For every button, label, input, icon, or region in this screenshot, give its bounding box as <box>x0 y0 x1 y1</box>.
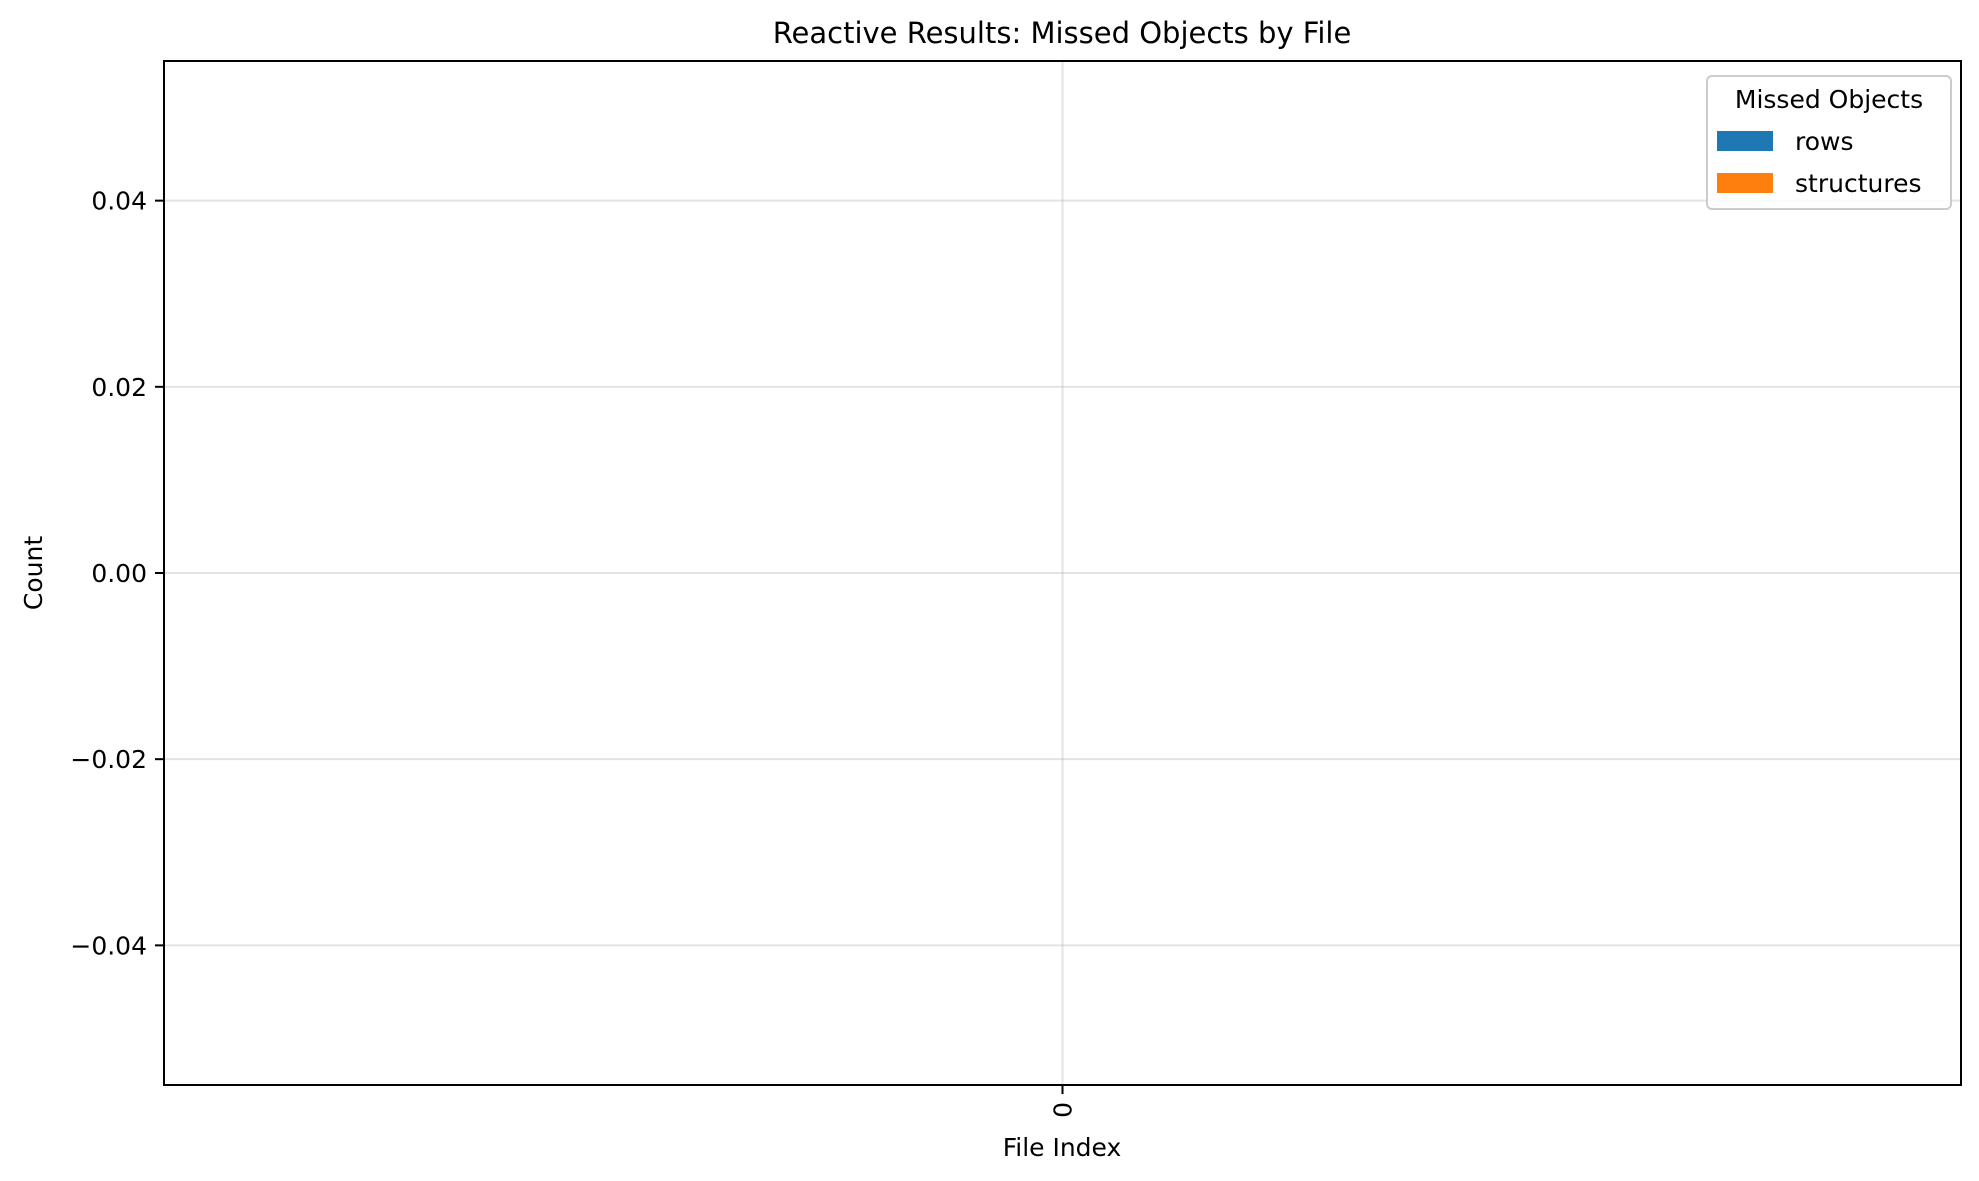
y-axis-label: Count <box>19 536 48 610</box>
legend-label-structures: structures <box>1795 169 1921 198</box>
x-axis: 0 <box>1048 1085 1077 1118</box>
legend-title: Missed Objects <box>1735 85 1923 114</box>
legend-swatch-structures <box>1717 173 1773 193</box>
grid-lines <box>164 61 1961 1085</box>
legend-swatch-rows <box>1717 131 1773 151</box>
legend-label-rows: rows <box>1795 127 1854 156</box>
chart-title: Reactive Results: Missed Objects by File <box>773 16 1352 50</box>
y-tick-label: −0.02 <box>70 745 147 774</box>
x-tick-label: 0 <box>1048 1102 1077 1118</box>
legend: Missed Objects rows structures <box>1706 75 1952 210</box>
y-tick-label: −0.04 <box>70 931 147 960</box>
x-axis-label: File Index <box>1003 1133 1122 1162</box>
y-tick-label: 0.02 <box>91 373 147 402</box>
y-tick-label: 0.04 <box>91 187 147 216</box>
y-tick-label: 0.00 <box>91 559 147 588</box>
y-axis: −0.04 −0.02 0.00 0.02 0.04 <box>70 187 164 960</box>
